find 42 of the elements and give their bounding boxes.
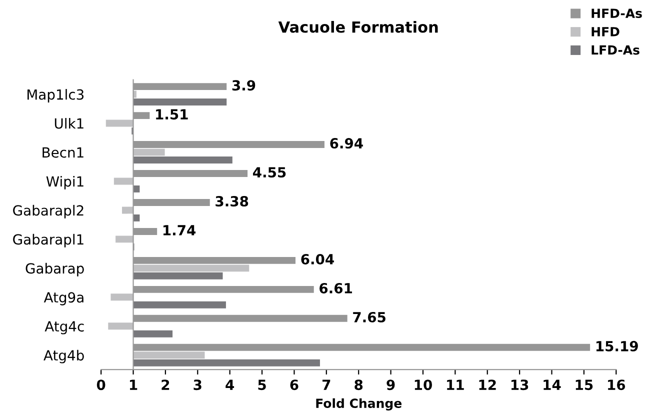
data-label: 6.04: [301, 254, 334, 264]
x-tick-label: 15: [576, 380, 593, 390]
x-tick-label: 8: [354, 380, 363, 390]
data-label: 6.61: [320, 282, 352, 294]
y-tick-label: Gabarapl2: [13, 204, 84, 218]
chart-title: Vacuole Formation: [278, 20, 438, 33]
x-tick-label: 5: [258, 380, 266, 390]
x-tick-label: 16: [608, 380, 626, 390]
legend-label: HFD: [592, 27, 620, 36]
x-tick-label: 14: [544, 380, 561, 390]
y-tick-label: Ulk1: [54, 118, 84, 129]
x-axis-title: Fold Change: [316, 398, 402, 411]
x-tick-label: 0: [96, 380, 106, 390]
y-tick-label: Becn1: [42, 147, 84, 158]
x-tick-label: 11: [447, 380, 464, 390]
x-tick-label: 4: [226, 380, 234, 390]
x-tick-label: 2: [162, 380, 170, 390]
y-tick-label: Wipi1: [46, 176, 84, 190]
data-label: 7.65: [353, 312, 386, 322]
x-tick-label: 9: [386, 380, 395, 390]
x-tick-label: 6: [290, 380, 298, 390]
y-tick-label: Gabarapl1: [13, 234, 84, 248]
data-label: 1.74: [163, 225, 196, 236]
data-label: 3.38: [216, 196, 248, 207]
y-tick-label: Atg9a: [44, 292, 84, 306]
data-label: 4.55: [252, 167, 286, 178]
data-label: 6.94: [330, 138, 363, 149]
x-tick-label: 3: [194, 380, 202, 390]
y-tick-label: Atg4c: [44, 321, 84, 334]
legend-label: HFD-As: [592, 8, 642, 18]
x-tick-label: 7: [322, 380, 330, 390]
data-label: 3.9: [232, 80, 256, 91]
legend-label: LFD-As: [592, 45, 640, 55]
data-label: 15.19: [596, 340, 638, 352]
x-tick-label: 1: [130, 380, 138, 390]
x-tick-label: 10: [414, 380, 432, 390]
y-tick-label: Map1lc3: [28, 89, 84, 102]
y-tick-label: Atg4b: [44, 350, 84, 364]
x-tick-label: 12: [479, 380, 496, 390]
y-tick-label: Gabarap: [26, 262, 84, 276]
data-label: 1.51: [156, 109, 188, 120]
x-tick-label: 13: [511, 380, 528, 390]
